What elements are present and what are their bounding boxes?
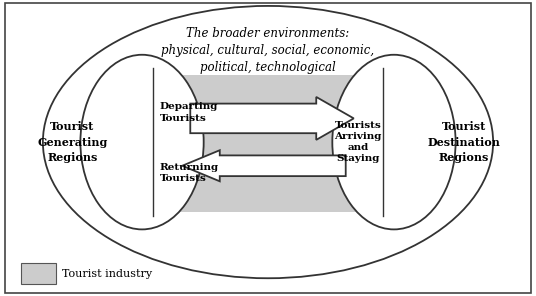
Text: The broader environments:
physical, cultural, social, economic,
political, techn: The broader environments: physical, cult… <box>161 27 375 74</box>
Text: Departing
Tourists: Departing Tourists <box>160 102 218 123</box>
FancyArrow shape <box>182 150 346 181</box>
Ellipse shape <box>80 55 204 229</box>
Ellipse shape <box>332 55 456 229</box>
Text: Tourist industry: Tourist industry <box>62 269 152 279</box>
Text: Tourists
Arriving
and
Staying: Tourists Arriving and Staying <box>334 121 382 163</box>
Text: Returning
Tourists: Returning Tourists <box>160 163 219 183</box>
Bar <box>21 263 56 284</box>
Text: Tourist
Destination
Regions: Tourist Destination Regions <box>427 121 500 163</box>
Bar <box>153 75 383 212</box>
FancyArrow shape <box>190 97 354 140</box>
Text: Tourist
Generating
Regions: Tourist Generating Regions <box>37 121 108 163</box>
